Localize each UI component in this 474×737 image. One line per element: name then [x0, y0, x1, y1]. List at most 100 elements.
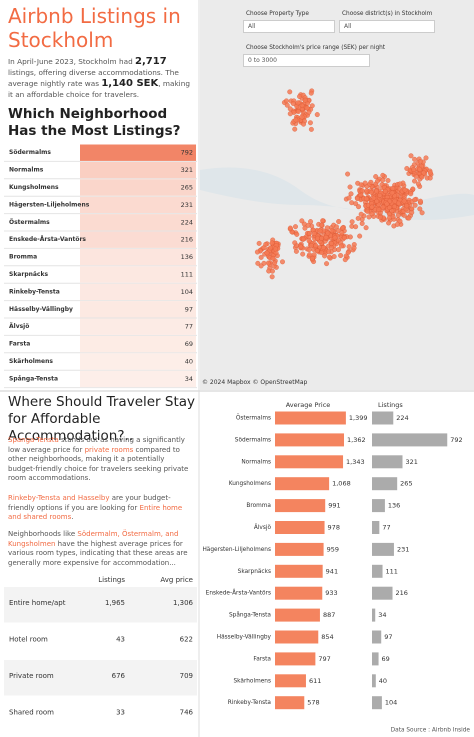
bar: [372, 608, 376, 622]
listing-dot: [354, 196, 360, 202]
listing-dot: [255, 260, 261, 266]
listing-dot: [309, 255, 315, 261]
paragraph-text: stands out as having a significantly low…: [8, 436, 185, 454]
listing-count: 97: [185, 305, 193, 313]
listing-dot: [415, 181, 421, 187]
value-label: 231: [397, 545, 409, 553]
listing-count: 231: [181, 201, 193, 209]
listing-dot: [374, 188, 379, 194]
listing-dot: [290, 101, 296, 106]
listing-dot: [295, 109, 301, 114]
listing-dot: [377, 192, 383, 198]
neighborhood-name: Rinkeby-Tensta: [9, 288, 60, 295]
listing-dot: [254, 249, 260, 255]
bar: [275, 433, 345, 447]
listing-dot: [326, 254, 332, 260]
listing-count: 224: [181, 218, 193, 226]
value-label: 321: [405, 458, 417, 466]
listing-dot: [409, 210, 415, 215]
listing-dot: [376, 207, 382, 213]
table-cell: Hotel room: [9, 636, 48, 644]
listing-dot: [356, 204, 361, 210]
listing-cell: [80, 144, 196, 161]
listing-dot: [412, 202, 418, 208]
neighborhood-name: Bromma: [9, 254, 37, 261]
value-label: 959: [327, 545, 339, 553]
table-cell: Shared room: [9, 709, 54, 717]
listing-dot: [287, 111, 293, 117]
listing-dot: [269, 274, 275, 280]
listing-dot: [333, 224, 339, 230]
neighborhood-name: Kungsholmens: [9, 184, 59, 191]
listing-dot: [374, 198, 380, 204]
listing-count: 321: [181, 166, 193, 174]
category-label: Hägersten-Liljeholmens: [202, 547, 271, 553]
listing-dot: [392, 203, 397, 209]
value-label: 69: [382, 655, 390, 663]
category-label: Normalms: [241, 459, 271, 465]
listing-count: 265: [181, 184, 193, 192]
filter-label: Choose Property Type: [246, 11, 309, 17]
listing-dot: [346, 195, 352, 201]
filter-box[interactable]: 0 to 3000: [243, 54, 370, 67]
value-label: 40: [379, 677, 387, 685]
listing-dot: [396, 200, 402, 206]
category-label: Bromma: [246, 503, 271, 509]
listing-dot: [283, 98, 289, 104]
listing-dot: [417, 166, 423, 172]
listing-dot: [389, 208, 395, 214]
listing-dot: [319, 235, 324, 241]
listing-dot: [307, 230, 313, 236]
listing-dot: [314, 112, 320, 118]
neighborhood-name: Normalms: [9, 167, 44, 174]
value-label: 265: [400, 480, 412, 488]
listing-dot: [300, 251, 306, 257]
filter-box[interactable]: All: [339, 20, 435, 33]
listing-dot: [366, 214, 372, 220]
bar: [275, 696, 305, 710]
paragraph-text: Rinkeby-Tensta and Hasselby: [8, 494, 110, 502]
filter-label: Choose district(s) in Stockholm: [342, 11, 433, 17]
table-row-bg: [4, 623, 197, 659]
listing-dot: [272, 260, 278, 266]
listing-dot: [264, 250, 270, 256]
listing-dot: [418, 198, 423, 204]
listing-dot: [348, 191, 354, 197]
listing-dot: [292, 240, 298, 246]
listing-dot: [364, 208, 370, 214]
paragraph-text: have the highest average prices for vari…: [8, 539, 188, 567]
listing-dot: [419, 210, 425, 216]
value-label: 34: [378, 611, 386, 619]
listing-cell: [80, 370, 196, 388]
listing-dot: [298, 244, 304, 250]
bar: [372, 477, 398, 491]
bar: [372, 564, 383, 578]
listing-cell: [80, 283, 196, 301]
value-label: 77: [382, 524, 390, 532]
listing-dot: [371, 195, 377, 201]
listing-cell: [80, 335, 196, 353]
category-label: Rinkeby-Tensta: [228, 700, 272, 706]
table-cell: 746: [180, 709, 194, 717]
source: Data Source : Airbnb Inside: [391, 728, 471, 734]
filter-box[interactable]: All: [243, 20, 335, 33]
listing-dot: [347, 234, 353, 240]
listing-dot: [427, 170, 433, 176]
listing-cell: [80, 266, 196, 283]
listing-count: 34: [185, 375, 193, 383]
listing-dot: [269, 240, 275, 246]
value-label: 1,068: [332, 480, 351, 488]
listing-dot: [359, 188, 365, 194]
listing-dot: [402, 187, 408, 193]
listing-dot: [308, 90, 314, 96]
bar: [275, 521, 325, 534]
listing-dot: [408, 191, 414, 197]
table-cell: 709: [180, 672, 193, 680]
listing-dot: [345, 250, 351, 255]
chart-title: Listings: [378, 401, 403, 409]
listing-dot: [347, 184, 353, 190]
value-label: 1,343: [346, 458, 365, 466]
value-label: 978: [328, 524, 340, 532]
neighborhood-name: Södermalms: [9, 149, 51, 156]
category-label: Kungsholmens: [229, 481, 271, 487]
